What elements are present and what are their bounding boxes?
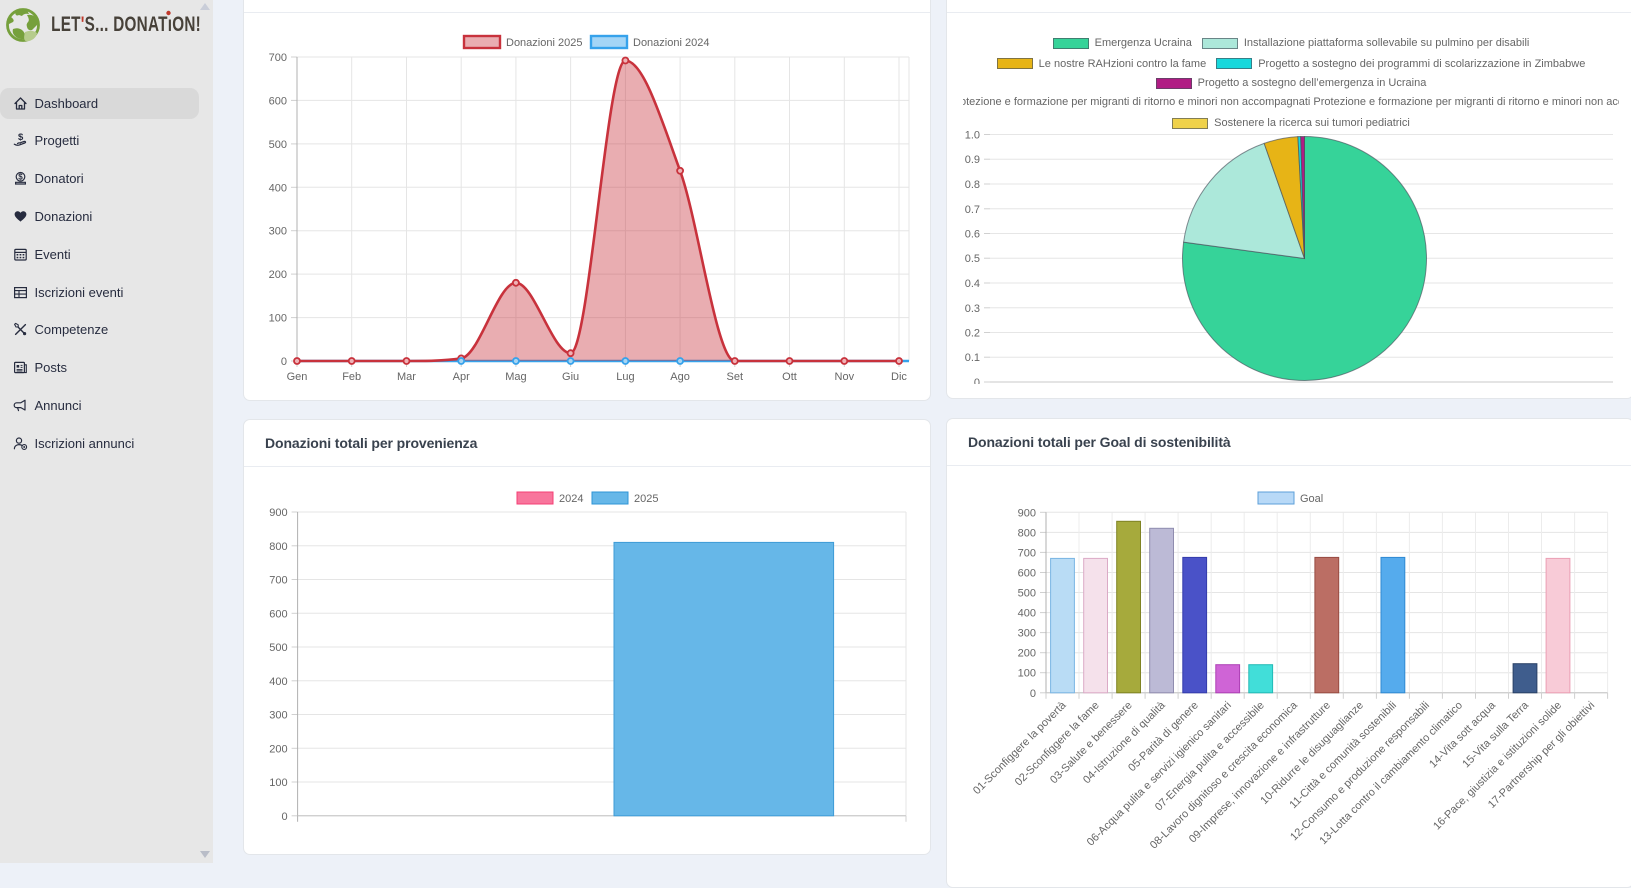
svg-text:200: 200 bbox=[269, 743, 287, 755]
svg-text:0.1: 0.1 bbox=[965, 352, 980, 364]
svg-text:800: 800 bbox=[269, 541, 287, 553]
svg-text:Gen: Gen bbox=[287, 371, 308, 383]
svg-text:500: 500 bbox=[269, 139, 287, 151]
svg-text:$: $ bbox=[18, 173, 23, 182]
svg-text:600: 600 bbox=[269, 608, 287, 620]
svg-text:200: 200 bbox=[1018, 648, 1036, 660]
svg-text:0: 0 bbox=[281, 356, 287, 368]
svg-text:0.4: 0.4 bbox=[965, 278, 980, 290]
svg-text:400: 400 bbox=[269, 676, 287, 688]
svg-text:LET'S... DONATıON!: LET'S... DONATıON! bbox=[51, 11, 201, 35]
svg-text:300: 300 bbox=[269, 226, 287, 238]
svg-text:Mag: Mag bbox=[505, 371, 526, 383]
svg-text:0.2: 0.2 bbox=[965, 328, 980, 340]
svg-text:0.8: 0.8 bbox=[965, 179, 980, 191]
svg-text:600: 600 bbox=[1018, 568, 1036, 580]
svg-text:100: 100 bbox=[269, 777, 287, 789]
svg-text:400: 400 bbox=[269, 182, 287, 194]
svg-text:500: 500 bbox=[1018, 588, 1036, 600]
svg-text:0: 0 bbox=[1030, 688, 1036, 700]
svg-text:2024: 2024 bbox=[559, 493, 583, 505]
svg-text:0.5: 0.5 bbox=[965, 253, 980, 265]
svg-text:800: 800 bbox=[1018, 527, 1036, 539]
svg-text:100: 100 bbox=[269, 313, 287, 325]
svg-text:700: 700 bbox=[269, 575, 287, 587]
svg-text:Ott: Ott bbox=[782, 371, 797, 383]
svg-text:Ago: Ago bbox=[670, 371, 690, 383]
svg-text:Giu: Giu bbox=[562, 371, 579, 383]
svg-text:Mar: Mar bbox=[397, 371, 416, 383]
svg-text:Feb: Feb bbox=[342, 371, 361, 383]
svg-text:2025: 2025 bbox=[634, 493, 658, 505]
svg-text:Dic: Dic bbox=[891, 371, 907, 383]
svg-text:0.6: 0.6 bbox=[965, 229, 980, 241]
svg-text:700: 700 bbox=[1018, 547, 1036, 559]
svg-text:0: 0 bbox=[281, 811, 287, 823]
svg-text:500: 500 bbox=[269, 642, 287, 654]
svg-text:900: 900 bbox=[1018, 507, 1036, 519]
svg-text:$: $ bbox=[18, 132, 24, 143]
svg-text:0: 0 bbox=[974, 377, 980, 384]
svg-text:600: 600 bbox=[269, 95, 287, 107]
svg-text:300: 300 bbox=[1018, 628, 1036, 640]
svg-text:0.3: 0.3 bbox=[965, 303, 980, 315]
svg-text:700: 700 bbox=[269, 52, 287, 64]
svg-text:100: 100 bbox=[1018, 668, 1036, 680]
svg-text:Nov: Nov bbox=[835, 371, 855, 383]
svg-text:Set: Set bbox=[727, 371, 744, 383]
svg-text:300: 300 bbox=[269, 710, 287, 722]
svg-text:Donazioni 2024: Donazioni 2024 bbox=[633, 37, 709, 49]
svg-text:Lug: Lug bbox=[616, 371, 634, 383]
svg-text:200: 200 bbox=[269, 269, 287, 281]
svg-text:900: 900 bbox=[269, 507, 287, 519]
svg-text:Donazioni 2025: Donazioni 2025 bbox=[506, 37, 582, 49]
svg-text:400: 400 bbox=[1018, 608, 1036, 620]
svg-text:0.9: 0.9 bbox=[965, 154, 980, 166]
svg-text:Apr: Apr bbox=[453, 371, 470, 383]
svg-text:1.0: 1.0 bbox=[965, 130, 980, 142]
svg-text:0.7: 0.7 bbox=[965, 204, 980, 216]
svg-text:Goal: Goal bbox=[1300, 493, 1323, 505]
